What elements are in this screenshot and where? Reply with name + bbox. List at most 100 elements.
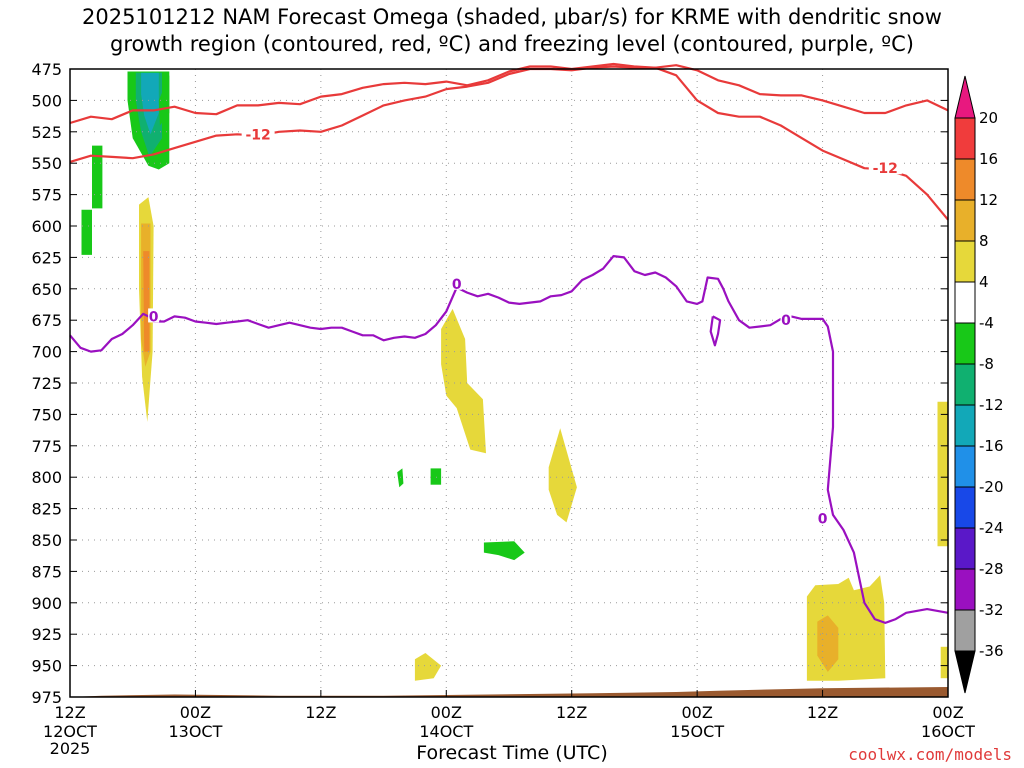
colorbar-label-2: 12 <box>979 191 998 209</box>
y-tick-label-925: 925 <box>31 625 62 644</box>
contour-label-0: -12 <box>245 127 270 143</box>
y-tick-label-525: 525 <box>31 123 62 142</box>
colorbar-band-8 <box>954 445 976 488</box>
colorbar-band-9 <box>954 486 976 529</box>
colorbar-label-9: -20 <box>979 478 1004 496</box>
chart-title-line-2: growth region (contoured, red, ºC) and f… <box>110 32 914 56</box>
contour-label-1: -12 <box>873 161 898 177</box>
colorbar-band-12 <box>954 609 976 652</box>
x-tick-date-36: 14OCT <box>419 722 473 741</box>
omega-region-8 <box>483 541 525 561</box>
y-tick-label-850: 850 <box>31 531 62 550</box>
dgz-contour-lower <box>69 65 949 221</box>
grid-layer <box>70 69 948 697</box>
chart-title-line-1: 2025101212 NAM Forecast Omega (shaded, μ… <box>82 5 942 29</box>
colorbar-band-2 <box>954 199 976 242</box>
y-tick-label-625: 625 <box>31 248 62 267</box>
colorbar-label-1: 16 <box>979 150 998 168</box>
x-tick-year-0: 2025 <box>50 739 91 758</box>
x-tick-date-0: 12OCT <box>43 722 97 741</box>
y-tick-label-750: 750 <box>31 405 62 424</box>
colorbar-band-3 <box>954 240 976 283</box>
colorbar-band-5 <box>954 322 976 365</box>
omega-region-14 <box>414 653 442 681</box>
colorbar-band-7 <box>954 404 976 447</box>
contour-label-3: 0 <box>452 277 462 293</box>
x-tick-label-48: 12Z <box>556 703 587 722</box>
y-tick-label-825: 825 <box>31 500 62 519</box>
omega-region-12 <box>441 308 486 454</box>
x-axis-label: Forecast Time (UTC) <box>416 742 608 764</box>
contour-label-5: 0 <box>818 512 828 528</box>
omega-region-5 <box>81 209 92 255</box>
omega-region-6 <box>397 468 404 488</box>
contour-label-2: 0 <box>149 309 159 325</box>
site-credit[interactable]: coolwx.com/models <box>848 745 1012 764</box>
freezing-level-loop <box>709 315 722 347</box>
y-tick-label-875: 875 <box>31 562 62 581</box>
x-tick-date-84: 16OCT <box>921 722 975 741</box>
colorbar-cap-top <box>954 75 976 119</box>
y-tick-label-975: 975 <box>31 688 62 707</box>
colorbar-label-3: 8 <box>979 232 989 250</box>
terrain-layer <box>70 687 948 697</box>
y-tick-label-575: 575 <box>31 186 62 205</box>
y-tick-label-950: 950 <box>31 657 62 676</box>
colorbar: 20 16 12 8 4 -4 -8 -12 -16 -20 -24 -28 -32 -36 <box>954 75 1004 694</box>
omega-region-17 <box>937 401 948 547</box>
x-tick-date-12: 13OCT <box>168 722 222 741</box>
colorbar-band-1 <box>954 158 976 201</box>
y-tick-label-725: 725 <box>31 374 62 393</box>
y-tick-label-650: 650 <box>31 280 62 299</box>
dgz-contour-upper <box>69 62 949 125</box>
y-tick-label-800: 800 <box>31 468 62 487</box>
x-tick-label-60: 00Z <box>681 703 712 722</box>
colorbar-label-6: -8 <box>979 355 994 373</box>
contour-label-4: 0 <box>781 313 791 329</box>
x-tick-label-36: 00Z <box>431 703 462 722</box>
y-axis: 475 500 525 550 575 600 625 650 675 700 725 750 775 8… <box>31 60 948 707</box>
y-tick-label-900: 900 <box>31 594 62 613</box>
y-tick-label-700: 700 <box>31 343 62 362</box>
y-tick-label-550: 550 <box>31 154 62 173</box>
omega-region-2 <box>141 72 159 135</box>
colorbar-label-13: -36 <box>979 642 1004 660</box>
x-tick-date-60: 15OCT <box>670 722 724 741</box>
colorbar-label-4: 4 <box>979 273 989 291</box>
colorbar-label-10: -24 <box>979 519 1004 537</box>
contour-label-bg-0 <box>241 126 275 141</box>
y-tick-label-475: 475 <box>31 60 62 79</box>
terrain-fill <box>70 687 948 697</box>
colorbar-label-5: -4 <box>979 314 994 332</box>
omega-shading-layer <box>81 71 948 681</box>
omega-region-4 <box>92 145 103 209</box>
contour-label-bg-5 <box>817 510 829 525</box>
colorbar-band-6 <box>954 363 976 406</box>
omega-region-3 <box>158 75 170 126</box>
x-tick-label-72: 12Z <box>807 703 838 722</box>
contour-label-bg-4 <box>780 312 792 327</box>
omega-region-7 <box>430 468 442 485</box>
colorbar-label-11: -28 <box>979 560 1004 578</box>
y-tick-label-775: 775 <box>31 437 62 456</box>
colorbar-label-7: -12 <box>979 396 1004 414</box>
x-tick-label-84: 00Z <box>932 703 963 722</box>
colorbar-band-4 <box>954 281 976 324</box>
contour-layer: -12 -12 0 0 0 0 <box>69 62 949 624</box>
contour-label-bg-2 <box>148 308 160 323</box>
colorbar-label-8: -16 <box>979 437 1004 455</box>
x-tick-label-0: 12Z <box>54 703 85 722</box>
colorbar-cap-bottom <box>954 650 976 694</box>
freezing-level-contour <box>69 255 949 624</box>
y-tick-label-600: 600 <box>31 217 62 236</box>
colorbar-band-0 <box>954 117 976 160</box>
contour-label-bg-1 <box>868 160 902 175</box>
x-tick-label-24: 12Z <box>305 703 336 722</box>
colorbar-label-0: 20 <box>979 109 998 127</box>
colorbar-band-11 <box>954 568 976 611</box>
colorbar-label-12: -32 <box>979 601 1004 619</box>
y-tick-label-675: 675 <box>31 311 62 330</box>
omega-region-11 <box>143 251 150 352</box>
